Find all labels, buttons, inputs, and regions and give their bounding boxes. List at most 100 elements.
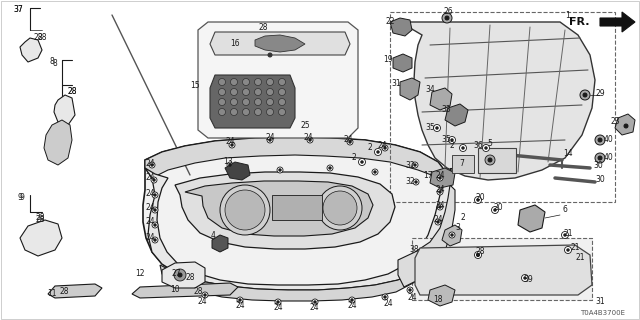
Circle shape (374, 171, 376, 173)
Text: 24: 24 (225, 138, 235, 147)
Circle shape (412, 162, 418, 168)
Polygon shape (615, 114, 635, 135)
Circle shape (218, 99, 225, 106)
Circle shape (349, 297, 355, 303)
Circle shape (230, 108, 237, 116)
Circle shape (278, 89, 285, 95)
Circle shape (445, 16, 449, 20)
Text: 20: 20 (475, 194, 485, 203)
Text: 28: 28 (60, 287, 68, 297)
Circle shape (318, 186, 362, 230)
Circle shape (494, 209, 496, 211)
Circle shape (255, 89, 262, 95)
Circle shape (307, 137, 313, 143)
Circle shape (277, 167, 283, 173)
Circle shape (439, 206, 441, 208)
Text: 25: 25 (300, 121, 310, 130)
Text: 20: 20 (493, 204, 503, 212)
Polygon shape (390, 18, 412, 36)
Circle shape (230, 99, 237, 106)
Text: 30: 30 (593, 161, 603, 170)
Text: 28: 28 (35, 215, 45, 225)
Circle shape (149, 162, 155, 168)
Text: 9: 9 (20, 193, 24, 202)
Text: 24: 24 (145, 233, 155, 242)
Circle shape (415, 181, 417, 183)
Circle shape (580, 90, 590, 100)
Circle shape (312, 299, 318, 305)
Circle shape (218, 78, 225, 85)
Circle shape (202, 292, 208, 298)
Circle shape (272, 42, 278, 48)
Circle shape (314, 301, 316, 303)
Circle shape (413, 179, 419, 185)
Text: 3: 3 (456, 223, 460, 233)
Polygon shape (600, 12, 635, 32)
Text: 29: 29 (595, 89, 605, 98)
Circle shape (439, 177, 441, 179)
Circle shape (243, 78, 250, 85)
Circle shape (239, 299, 241, 301)
Circle shape (382, 145, 388, 151)
Text: 33: 33 (441, 106, 451, 115)
Circle shape (522, 275, 529, 282)
Bar (478, 148, 516, 173)
Circle shape (229, 142, 235, 148)
Polygon shape (428, 285, 455, 306)
Text: FR.: FR. (570, 17, 590, 27)
Circle shape (153, 179, 155, 181)
Circle shape (598, 138, 602, 142)
Text: 28: 28 (259, 23, 268, 33)
Polygon shape (518, 205, 545, 232)
Text: 24: 24 (273, 303, 283, 313)
Circle shape (437, 175, 443, 181)
Text: 24: 24 (435, 186, 445, 195)
Polygon shape (185, 181, 373, 236)
Circle shape (154, 194, 156, 196)
Text: 2: 2 (367, 143, 372, 153)
Polygon shape (145, 168, 452, 290)
Polygon shape (415, 245, 592, 295)
Circle shape (433, 124, 440, 132)
Circle shape (409, 289, 412, 291)
Polygon shape (48, 284, 102, 298)
Circle shape (435, 219, 441, 225)
Circle shape (255, 108, 262, 116)
Circle shape (567, 249, 569, 251)
Polygon shape (393, 54, 412, 72)
Circle shape (561, 231, 568, 238)
Polygon shape (198, 22, 358, 138)
Circle shape (624, 124, 628, 128)
Polygon shape (145, 137, 448, 180)
Circle shape (595, 153, 605, 163)
Bar (390, 12, 615, 202)
Polygon shape (175, 172, 395, 249)
Text: 24: 24 (435, 171, 445, 180)
Text: 35: 35 (425, 123, 435, 132)
Text: 31: 31 (595, 298, 605, 307)
Polygon shape (430, 168, 455, 188)
Text: 24: 24 (343, 135, 353, 145)
Text: 37: 37 (13, 5, 23, 14)
Polygon shape (445, 104, 468, 126)
Text: 23: 23 (610, 117, 620, 126)
Bar (412, 238, 592, 300)
Polygon shape (212, 235, 228, 252)
Text: 24: 24 (145, 173, 155, 182)
Polygon shape (210, 75, 295, 128)
Text: 14: 14 (563, 148, 573, 157)
Circle shape (323, 191, 357, 225)
Text: 8: 8 (50, 58, 54, 67)
Circle shape (266, 78, 273, 85)
Text: 28: 28 (33, 34, 43, 43)
Polygon shape (54, 95, 75, 125)
Text: 5: 5 (488, 140, 492, 148)
Text: 32: 32 (405, 161, 415, 170)
Circle shape (218, 89, 225, 95)
Text: 24: 24 (145, 158, 155, 167)
Circle shape (204, 294, 206, 296)
Circle shape (327, 165, 333, 171)
Circle shape (255, 99, 262, 106)
Polygon shape (143, 137, 452, 290)
Circle shape (358, 158, 365, 165)
